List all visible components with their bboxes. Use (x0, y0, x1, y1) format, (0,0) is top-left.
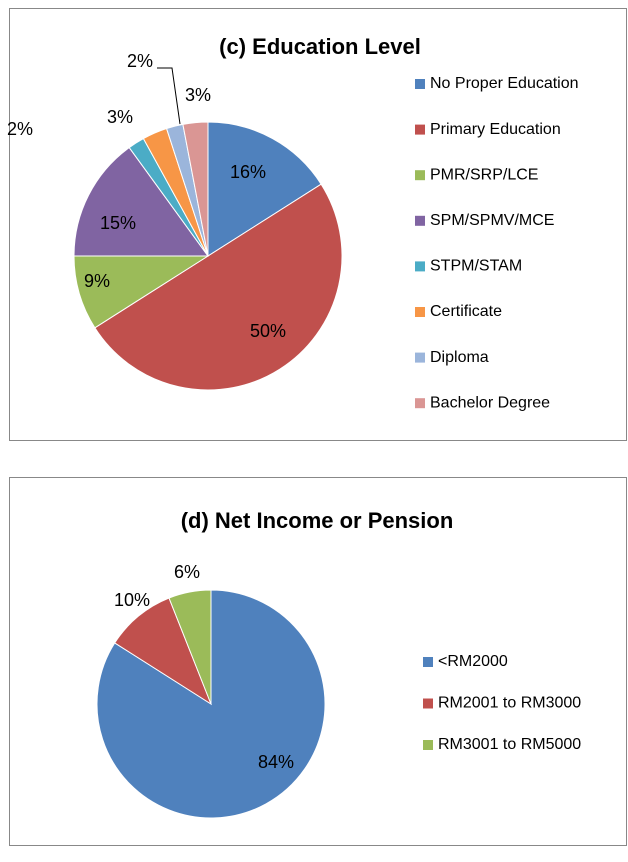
data-label: 10% (114, 590, 150, 610)
legend-swatch (423, 740, 433, 750)
legend-swatch (423, 657, 433, 667)
data-label: 9% (84, 271, 110, 291)
legend-label: SPM/SPMV/MCE (430, 212, 554, 229)
data-label: 84% (258, 752, 294, 772)
legend-swatch (415, 261, 425, 272)
legend-swatch (415, 215, 425, 226)
data-label: 15% (100, 213, 136, 233)
legend-label: Bachelor Degree (430, 394, 550, 411)
legend-label: Certificate (430, 303, 502, 320)
legend-label: RM3001 to RM5000 (438, 736, 581, 753)
legend-label: <RM2000 (438, 653, 508, 670)
data-label: 16% (230, 162, 266, 182)
legend-label: PMR/SRP/LCE (430, 166, 538, 183)
legend-label: Diploma (430, 349, 489, 366)
pie-slice (182, 121, 209, 257)
data-label: 2% (7, 119, 33, 139)
leader-line (157, 67, 181, 125)
data-label: 6% (174, 562, 200, 582)
pie-slice (94, 183, 343, 391)
pie-slice (168, 589, 212, 705)
legend-swatch (415, 79, 425, 89)
data-label: 3% (185, 85, 211, 105)
legend-swatch (415, 352, 425, 363)
data-label: 50% (250, 321, 286, 341)
chart-title: (c) Education Level (219, 34, 421, 59)
data-label: 2% (127, 51, 153, 71)
legend-label: Primary Education (430, 121, 561, 138)
legend-label: RM2001 to RM3000 (438, 695, 581, 712)
legend-swatch (415, 124, 425, 135)
pie-slice (73, 146, 209, 257)
pie-slice (114, 597, 213, 706)
legend-swatch (415, 398, 425, 409)
legend-swatch (415, 170, 425, 181)
legend-label: No Proper Education (430, 75, 579, 92)
legend-label: STPM/STAM (430, 258, 522, 275)
chart-title: (d) Net Income or Pension (181, 508, 454, 533)
legend-swatch (415, 307, 425, 317)
data-label: 3% (107, 107, 133, 127)
legend-swatch (423, 698, 433, 709)
pie-slice (207, 121, 322, 257)
